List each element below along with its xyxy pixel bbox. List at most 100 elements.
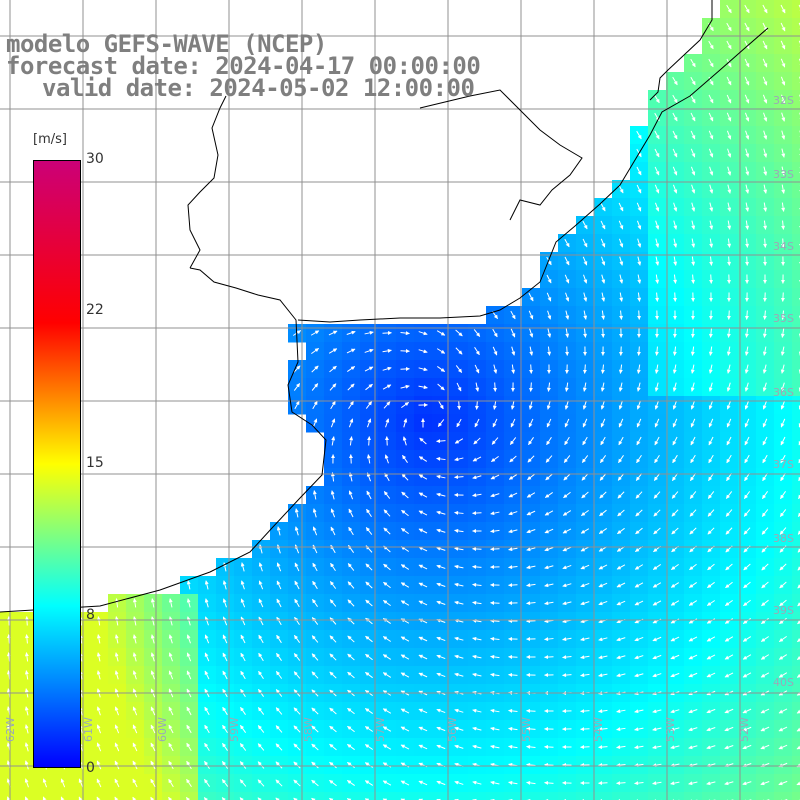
wind-speed-cell bbox=[522, 792, 541, 800]
wind-speed-cell bbox=[144, 792, 163, 800]
wind-speed-cell bbox=[792, 54, 800, 73]
wind-speed-cell bbox=[720, 792, 739, 800]
wind-speed-cell bbox=[234, 792, 253, 800]
wind-speed-cell bbox=[792, 756, 800, 775]
wind-speed-cell bbox=[558, 792, 577, 800]
wind-speed-cell bbox=[684, 792, 703, 800]
wind-speed-cell bbox=[198, 792, 217, 800]
wind-speed-cell bbox=[792, 108, 800, 127]
wind-arrow bbox=[526, 708, 536, 713]
wind-speed-cell bbox=[792, 342, 800, 361]
wind-speed-cell bbox=[792, 630, 800, 649]
wind-speed-cell bbox=[360, 792, 379, 800]
wind-arrow bbox=[565, 346, 570, 356]
wind-speed-cell bbox=[792, 0, 800, 19]
wind-speed-cell bbox=[792, 324, 800, 343]
wind-arrow bbox=[24, 616, 29, 626]
wind-arrow bbox=[454, 475, 464, 480]
lat-label: 35S bbox=[773, 312, 794, 325]
wind-arrow bbox=[472, 511, 482, 516]
wind-arrow bbox=[348, 454, 353, 464]
lon-label: 53W bbox=[664, 717, 677, 742]
wind-speed-cell bbox=[36, 792, 55, 800]
colorbar-tick-8: 8 bbox=[86, 607, 95, 623]
wind-speed-cell bbox=[792, 396, 800, 415]
wind-arrow bbox=[490, 547, 500, 552]
wind-speed-cell bbox=[792, 288, 800, 307]
lon-label: 57W bbox=[374, 717, 387, 742]
wind-arrow bbox=[709, 274, 714, 284]
wind-speed-cell bbox=[270, 792, 289, 800]
wind-speed-cell bbox=[0, 792, 19, 800]
wind-arrow bbox=[598, 763, 608, 768]
wind-speed-cell bbox=[792, 234, 800, 253]
wind-speed-cell bbox=[792, 72, 800, 91]
wind-speed-cell bbox=[450, 792, 469, 800]
wind-speed-cell bbox=[792, 774, 800, 793]
wind-speed-cell bbox=[792, 252, 800, 271]
lon-label: 60W bbox=[156, 717, 169, 742]
wind-speed-cell bbox=[792, 18, 800, 37]
wind-speed-cell bbox=[792, 198, 800, 217]
wind-speed-cell bbox=[72, 792, 91, 800]
wind-arrow bbox=[673, 292, 678, 302]
wind-arrow bbox=[529, 364, 534, 374]
wind-speed-cell bbox=[612, 792, 631, 800]
wind-speed-cell bbox=[18, 792, 37, 800]
wind-speed-cell bbox=[738, 792, 757, 800]
lat-label: 40S bbox=[773, 676, 794, 689]
wind-speed-cell bbox=[792, 360, 800, 379]
wind-speed-cell bbox=[792, 36, 800, 55]
wind-speed-cell bbox=[324, 792, 343, 800]
wind-speed-cell bbox=[792, 180, 800, 199]
wind-speed-cell bbox=[774, 792, 793, 800]
wind-speed-cell bbox=[792, 162, 800, 181]
wind-speed-cell bbox=[504, 792, 523, 800]
lon-label: 55W bbox=[520, 717, 533, 742]
wind-arrow bbox=[6, 634, 11, 644]
wind-speed-cell bbox=[792, 576, 800, 595]
colorbar-tick-0: 0 bbox=[86, 760, 95, 776]
lat-label: 36S bbox=[773, 386, 794, 399]
wind-speed-cell bbox=[792, 720, 800, 739]
wind-arrow bbox=[726, 310, 731, 320]
wind-speed-cell bbox=[666, 792, 685, 800]
wind-arrow bbox=[580, 727, 590, 732]
lat-label: 34S bbox=[773, 240, 794, 253]
wind-speed-cell bbox=[576, 792, 595, 800]
wind-speed-cell bbox=[792, 414, 800, 433]
wind-speed-cell bbox=[90, 792, 109, 800]
wind-arrow bbox=[508, 654, 518, 659]
wind-speed-cell bbox=[792, 792, 800, 800]
wind-arrow bbox=[745, 256, 750, 266]
wind-speed-cell bbox=[792, 468, 800, 487]
wind-speed-cell bbox=[108, 792, 127, 800]
wind-speed-cell bbox=[180, 792, 199, 800]
colorbar-tick-15: 15 bbox=[86, 455, 104, 471]
lat-label: 33S bbox=[773, 168, 794, 181]
wind-speed-cell bbox=[792, 666, 800, 685]
wind-speed-cell bbox=[630, 792, 649, 800]
lat-label: 37S bbox=[773, 458, 794, 471]
lon-label: 61W bbox=[82, 717, 95, 742]
wind-speed-cell bbox=[792, 738, 800, 757]
lat-label: 32S bbox=[773, 94, 794, 107]
wind-speed-cell bbox=[342, 792, 361, 800]
wind-arrow bbox=[490, 600, 500, 605]
wind-speed-cell bbox=[126, 792, 145, 800]
wind-arrow bbox=[382, 330, 392, 335]
wind-speed-cell bbox=[486, 792, 505, 800]
lat-label: 38S bbox=[773, 532, 794, 545]
wind-speed-cell bbox=[288, 792, 307, 800]
wind-speed-cell bbox=[792, 270, 800, 289]
colorbar-tick-22: 22 bbox=[86, 302, 104, 318]
wind-speed-cell bbox=[792, 612, 800, 631]
wind-speed-cell bbox=[414, 792, 433, 800]
wind-arrow bbox=[672, 328, 677, 338]
wind-speed-cell bbox=[792, 126, 800, 145]
wind-speed-cell bbox=[468, 792, 487, 800]
wind-speed-cell bbox=[396, 792, 415, 800]
wind-speed-cell bbox=[162, 792, 181, 800]
wind-arrow bbox=[544, 762, 554, 767]
